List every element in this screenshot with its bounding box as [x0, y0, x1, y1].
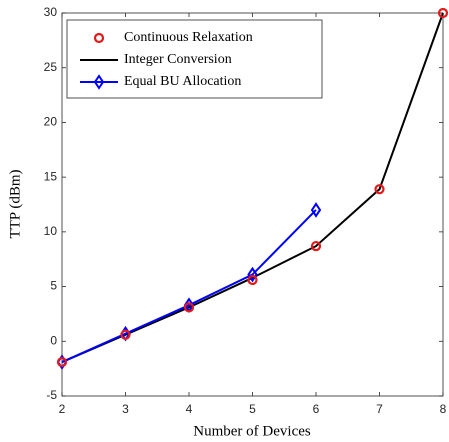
x-tick-label: 4: [186, 402, 193, 416]
data-point: [310, 240, 322, 252]
x-tick-label: 8: [440, 402, 447, 416]
data-point: [247, 274, 258, 286]
x-tick-label: 5: [249, 402, 256, 416]
y-tick-label: 30: [44, 5, 58, 19]
y-axis-label: TTP (dBm): [7, 169, 23, 238]
x-tick-label: 7: [376, 402, 383, 416]
data-point: [247, 266, 258, 283]
x-tick-label: 3: [122, 402, 129, 416]
legend-label: Equal BU Allocation: [124, 74, 241, 89]
x-tick-label: 6: [313, 402, 320, 416]
data-point: [120, 329, 131, 340]
y-tick-label: -5: [46, 388, 57, 402]
legend-marker: [93, 32, 105, 44]
data-point: [183, 302, 195, 313]
data-point: [56, 356, 68, 368]
y-tick-label: 20: [44, 115, 58, 129]
legend-label: Continuous Relaxation: [124, 30, 253, 45]
legend-label: Integer Conversion: [124, 52, 232, 67]
data-point: [437, 7, 449, 19]
y-tick-label: 0: [50, 333, 57, 347]
y-tick-label: 10: [44, 224, 58, 238]
y-tick-label: 25: [44, 60, 58, 74]
legend-marker: [93, 74, 105, 90]
x-tick-label: 2: [59, 402, 66, 416]
y-tick-label: 15: [44, 169, 58, 183]
x-axis-label: Number of Devices: [193, 423, 311, 439]
data-point: [374, 184, 385, 195]
y-tick-label: 5: [50, 279, 57, 293]
data-point: [310, 202, 322, 218]
series-line: [61, 209, 317, 363]
